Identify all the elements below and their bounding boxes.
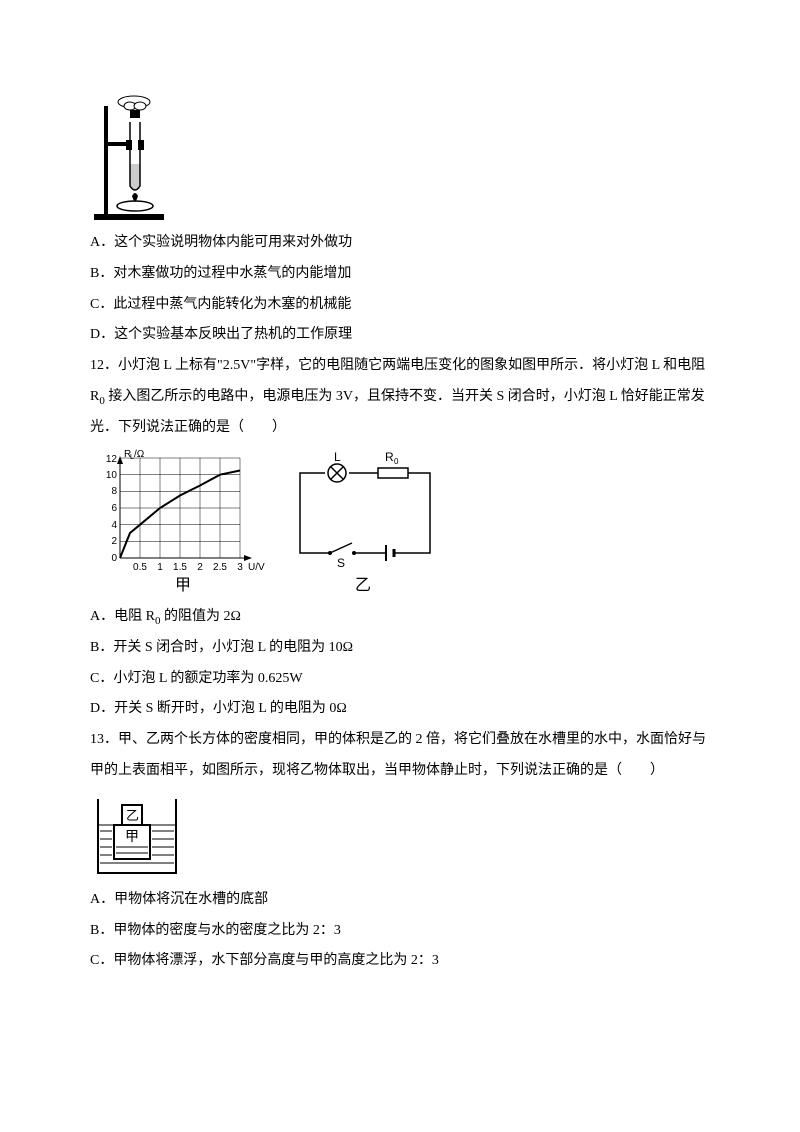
q12-caption-left: 甲 — [175, 577, 191, 594]
svg-text:U/V: U/V — [248, 562, 265, 573]
q13-option-b: B．甲物体的密度与水的密度之比为 2：3 — [90, 916, 710, 947]
q13-number: 13． — [90, 732, 118, 747]
q11-option-d: D．这个实验基本反映出了热机的工作原理 — [90, 320, 710, 351]
svg-text:12: 12 — [106, 454, 118, 465]
svg-text:1: 1 — [157, 562, 163, 573]
q11-option-c: C．此过程中蒸气内能转化为木塞的机械能 — [90, 290, 710, 321]
svg-text:6: 6 — [111, 503, 117, 514]
q13-body: 甲、乙两个长方体的密度相同，甲的体积是乙的 2 倍，将它们叠放在水槽里的水中，水… — [90, 732, 706, 778]
q12-figure: 0 2 4 6 8 10 12 R L /Ω 0.5 1 1.5 2 2.5 3… — [90, 448, 710, 598]
svg-text:0: 0 — [111, 553, 117, 564]
svg-text:L: L — [334, 450, 341, 464]
q12-option-b: B．开关 S 闭合时，小灯泡 L 的电阻为 10Ω — [90, 633, 710, 664]
q12-caption-right: 乙 — [355, 577, 371, 594]
q13-option-a: A．甲物体将沉在水槽的底部 — [90, 885, 710, 916]
q12-number: 12． — [90, 358, 118, 373]
svg-text:10: 10 — [106, 470, 118, 481]
svg-text:3: 3 — [237, 562, 243, 573]
q12-text: 12．小灯泡 L 上标有"2.5V"字样，它的电阻随它两端电压变化的图象如图甲所… — [90, 351, 710, 444]
q11-option-b: B．对木塞做功的过程中水蒸气的内能增加 — [90, 259, 710, 290]
q12-option-a: A．电阻 R0 的阻值为 2Ω — [90, 602, 710, 633]
q12-a-pre: A．电阻 R — [90, 609, 155, 624]
q11-apparatus-figure — [90, 94, 710, 224]
svg-text:8: 8 — [111, 486, 117, 497]
q13-yi-label: 乙 — [126, 808, 139, 823]
svg-text:2: 2 — [197, 562, 203, 573]
svg-text:1.5: 1.5 — [173, 562, 187, 573]
q12-option-d: D．开关 S 断开时，小灯泡 L 的电阻为 0Ω — [90, 694, 710, 725]
svg-text:S: S — [337, 556, 345, 570]
q11-option-a: A．这个实验说明物体内能可用来对外做功 — [90, 228, 710, 259]
svg-text:0.5: 0.5 — [133, 562, 147, 573]
svg-text:4: 4 — [111, 520, 117, 531]
q12-a-post: 的阻值为 2Ω — [160, 609, 240, 624]
q13-text: 13．甲、乙两个长方体的密度相同，甲的体积是乙的 2 倍，将它们叠放在水槽里的水… — [90, 725, 710, 787]
q13-jia-label: 甲 — [125, 830, 139, 845]
svg-text:2: 2 — [111, 536, 117, 547]
svg-text:0: 0 — [394, 457, 399, 466]
svg-text:R: R — [385, 450, 394, 464]
q13-figure: 甲 乙 — [90, 791, 710, 881]
svg-text:2.5: 2.5 — [213, 562, 227, 573]
svg-text:/Ω: /Ω — [134, 449, 145, 460]
q12-text-part2: 接入图乙所示的电路中，电源电压为 3V，且保持不变．当开关 S 闭合时，小灯泡 … — [90, 389, 705, 435]
q12-option-c: C．小灯泡 L 的额定功率为 0.625W — [90, 664, 710, 695]
q13-option-c: C．甲物体将漂浮，水下部分高度与甲的高度之比为 2：3 — [90, 946, 710, 977]
